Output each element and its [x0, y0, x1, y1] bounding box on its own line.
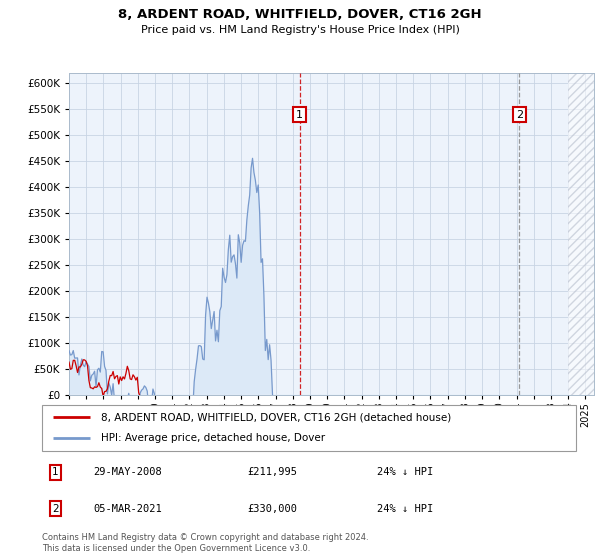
Text: Price paid vs. HM Land Registry's House Price Index (HPI): Price paid vs. HM Land Registry's House … — [140, 25, 460, 35]
Text: £211,995: £211,995 — [247, 468, 297, 478]
Text: 2: 2 — [52, 504, 59, 514]
FancyBboxPatch shape — [42, 405, 576, 451]
Text: 8, ARDENT ROAD, WHITFIELD, DOVER, CT16 2GH: 8, ARDENT ROAD, WHITFIELD, DOVER, CT16 2… — [118, 8, 482, 21]
Text: 1: 1 — [296, 110, 303, 120]
Text: 24% ↓ HPI: 24% ↓ HPI — [377, 504, 433, 514]
Text: £330,000: £330,000 — [247, 504, 297, 514]
Text: 24% ↓ HPI: 24% ↓ HPI — [377, 468, 433, 478]
Text: 1: 1 — [52, 468, 59, 478]
Text: HPI: Average price, detached house, Dover: HPI: Average price, detached house, Dove… — [101, 433, 325, 444]
Text: 29-MAY-2008: 29-MAY-2008 — [94, 468, 162, 478]
Text: Contains HM Land Registry data © Crown copyright and database right 2024.
This d: Contains HM Land Registry data © Crown c… — [42, 533, 368, 553]
Text: 8, ARDENT ROAD, WHITFIELD, DOVER, CT16 2GH (detached house): 8, ARDENT ROAD, WHITFIELD, DOVER, CT16 2… — [101, 412, 451, 422]
Text: 05-MAR-2021: 05-MAR-2021 — [94, 504, 162, 514]
Text: 2: 2 — [516, 110, 523, 120]
